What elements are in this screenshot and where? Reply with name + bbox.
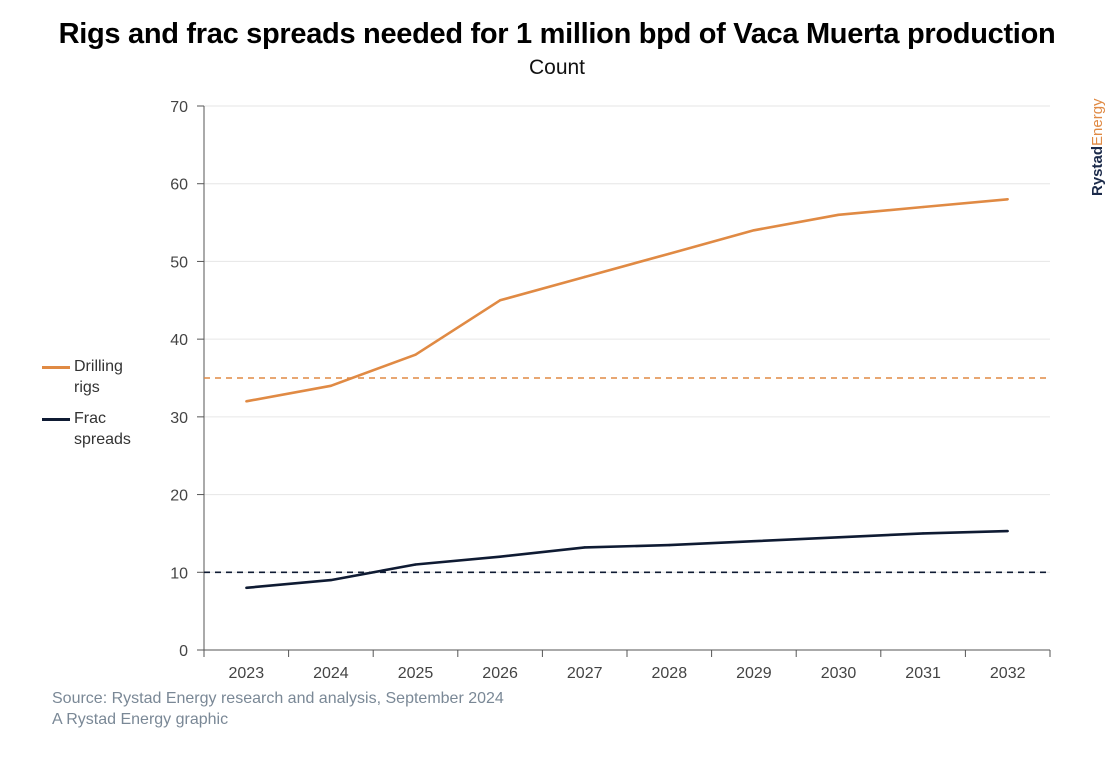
x-tick-label: 2029 <box>736 665 772 682</box>
data-point-frac-spreads <box>752 540 756 543</box>
y-tick-label: 60 <box>170 177 188 194</box>
x-tick-label: 2031 <box>905 665 941 682</box>
legend-label-frac-line2: spreads <box>74 431 131 448</box>
y-tick-label: 10 <box>170 565 188 582</box>
data-point-frac-spreads <box>1006 529 1009 533</box>
series-line-drilling-rigs <box>246 198 1008 403</box>
x-tick-label: 2028 <box>652 665 688 682</box>
x-tick-label: 2025 <box>398 665 434 682</box>
data-point-frac-spreads <box>245 586 248 590</box>
legend-label-rigs-line1: Drilling <box>74 358 123 375</box>
data-point-frac-spreads <box>498 555 502 558</box>
y-tick-label: 50 <box>170 254 188 271</box>
data-point-frac-spreads <box>583 546 586 549</box>
legend-item-drilling-rigs[interactable]: Drilling rigs <box>42 356 162 398</box>
legend-swatch-frac-spreads <box>42 418 70 421</box>
data-point-drilling-rigs <box>498 299 502 302</box>
data-point-drilling-rigs <box>1006 198 1009 201</box>
y-tick-label: 30 <box>170 410 188 427</box>
series-line-frac-spreads <box>246 529 1008 590</box>
chart-footer: Source: Rystad Energy research and analy… <box>52 688 504 730</box>
source-note: Source: Rystad Energy research and analy… <box>52 690 504 707</box>
data-point-drilling-rigs <box>414 353 417 356</box>
brand-part1: Rystad <box>1089 146 1106 196</box>
data-point-drilling-rigs <box>329 384 333 387</box>
x-tick-label: 2030 <box>821 665 857 682</box>
data-point-frac-spreads <box>668 543 671 547</box>
legend-swatch-drilling-rigs <box>42 366 70 369</box>
brand-part2: Energy <box>1089 98 1106 146</box>
x-tick-label: 2024 <box>313 665 349 682</box>
y-tick-label: 70 <box>170 99 188 116</box>
legend-label-frac-line1: Frac <box>74 410 106 427</box>
credit-note: A Rystad Energy graphic <box>52 711 229 728</box>
data-point-drilling-rigs <box>752 229 756 232</box>
data-point-frac-spreads <box>837 536 840 539</box>
x-tick-label: 2026 <box>482 665 518 682</box>
data-point-drilling-rigs <box>668 252 671 255</box>
data-point-frac-spreads <box>921 532 925 535</box>
legend-item-frac-spreads[interactable]: Frac spreads <box>42 408 162 450</box>
data-point-frac-spreads <box>414 563 417 566</box>
chart-title: Rigs and frac spreads needed for 1 milli… <box>58 18 1056 50</box>
data-point-drilling-rigs <box>921 205 925 209</box>
chart-legend: Drilling rigs Frac spreads <box>42 356 162 460</box>
legend-label-rigs-line2: rigs <box>74 379 100 396</box>
brand-logo: RystadEnergy <box>1089 98 1106 196</box>
brand-logo-text: RystadEnergy <box>1089 98 1106 196</box>
x-tick-label: 2027 <box>567 665 603 682</box>
x-tick-label: 2032 <box>990 665 1026 682</box>
y-tick-label: 0 <box>179 643 188 660</box>
y-tick-label: 20 <box>170 488 188 505</box>
x-tick-label: 2023 <box>229 665 265 682</box>
data-point-drilling-rigs <box>583 275 586 279</box>
data-point-drilling-rigs <box>837 213 840 216</box>
chart-subtitle: Count <box>528 56 586 79</box>
data-point-frac-spreads <box>329 578 333 582</box>
y-tick-label: 40 <box>170 332 188 349</box>
data-point-drilling-rigs <box>245 400 248 403</box>
